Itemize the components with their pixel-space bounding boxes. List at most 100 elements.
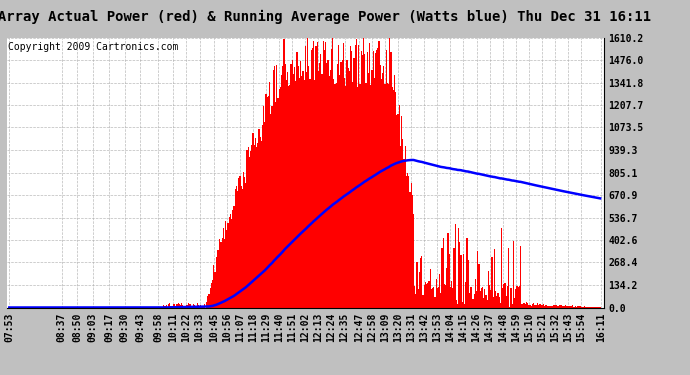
Bar [393, 90, 394, 308]
Bar [290, 64, 292, 308]
Bar [515, 288, 516, 308]
Bar [168, 304, 169, 307]
Bar [324, 50, 325, 308]
Bar [569, 306, 570, 308]
Bar [374, 78, 375, 308]
Bar [448, 254, 450, 308]
Bar [413, 214, 414, 308]
Bar [276, 65, 277, 308]
Bar [351, 51, 353, 308]
Bar [206, 302, 207, 307]
Bar [425, 282, 426, 308]
Bar [318, 71, 319, 308]
Bar [195, 306, 197, 308]
Bar [578, 306, 580, 308]
Bar [386, 50, 387, 308]
Bar [551, 306, 552, 308]
Bar [438, 287, 439, 308]
Bar [580, 307, 582, 308]
Bar [258, 129, 259, 308]
Bar [274, 66, 275, 308]
Bar [583, 307, 584, 308]
Bar [491, 257, 493, 307]
Bar [537, 303, 538, 307]
Bar [277, 98, 279, 308]
Bar [333, 79, 335, 308]
Bar [170, 306, 172, 308]
Bar [187, 305, 188, 308]
Bar [300, 61, 301, 308]
Text: Copyright 2009 Cartronics.com: Copyright 2009 Cartronics.com [8, 42, 179, 51]
Bar [261, 141, 262, 308]
Bar [271, 106, 273, 308]
Bar [542, 304, 544, 307]
Bar [288, 86, 289, 308]
Bar [325, 42, 326, 308]
Bar [552, 306, 553, 308]
Bar [362, 56, 363, 308]
Bar [440, 293, 442, 308]
Bar [202, 306, 204, 308]
Bar [434, 297, 435, 307]
Bar [409, 192, 411, 308]
Bar [383, 66, 384, 308]
Bar [534, 306, 535, 308]
Bar [328, 76, 330, 308]
Bar [463, 254, 464, 308]
Bar [262, 125, 263, 308]
Bar [364, 54, 366, 307]
Bar [236, 186, 237, 308]
Bar [402, 139, 404, 308]
Bar [273, 69, 274, 308]
Bar [169, 303, 170, 307]
Bar [529, 305, 531, 308]
Bar [348, 71, 350, 308]
Bar [338, 45, 339, 308]
Bar [190, 306, 192, 308]
Bar [268, 96, 269, 308]
Bar [407, 173, 408, 308]
Bar [388, 84, 389, 308]
Bar [315, 45, 317, 308]
Bar [496, 296, 497, 307]
Bar [504, 283, 506, 308]
Bar [428, 282, 430, 308]
Bar [391, 87, 393, 308]
Bar [287, 72, 288, 308]
Bar [186, 304, 187, 307]
Bar [570, 306, 571, 308]
Bar [370, 85, 371, 308]
Bar [396, 115, 397, 308]
Bar [476, 291, 477, 308]
Bar [378, 41, 380, 308]
Bar [477, 251, 478, 308]
Bar [293, 74, 294, 308]
Bar [235, 189, 236, 308]
Bar [389, 38, 391, 308]
Bar [270, 114, 271, 308]
Bar [295, 81, 297, 308]
Bar [585, 307, 586, 308]
Bar [511, 304, 513, 307]
Bar [166, 305, 167, 308]
Bar [532, 304, 533, 307]
Bar [167, 307, 168, 308]
Bar [470, 288, 471, 308]
Bar [495, 291, 496, 308]
Bar [332, 38, 333, 308]
Bar [417, 289, 419, 308]
Bar [519, 286, 520, 308]
Bar [359, 84, 361, 308]
Bar [264, 122, 266, 308]
Bar [213, 266, 215, 308]
Bar [197, 303, 198, 307]
Bar [412, 195, 413, 308]
Text: East Array Actual Power (red) & Running Average Power (Watts blue) Thu Dec 31 16: East Array Actual Power (red) & Running … [0, 9, 651, 24]
Bar [394, 75, 395, 307]
Bar [356, 39, 357, 308]
Bar [430, 269, 431, 308]
Bar [200, 305, 201, 308]
Bar [182, 305, 184, 308]
Bar [387, 83, 388, 308]
Bar [475, 279, 476, 308]
